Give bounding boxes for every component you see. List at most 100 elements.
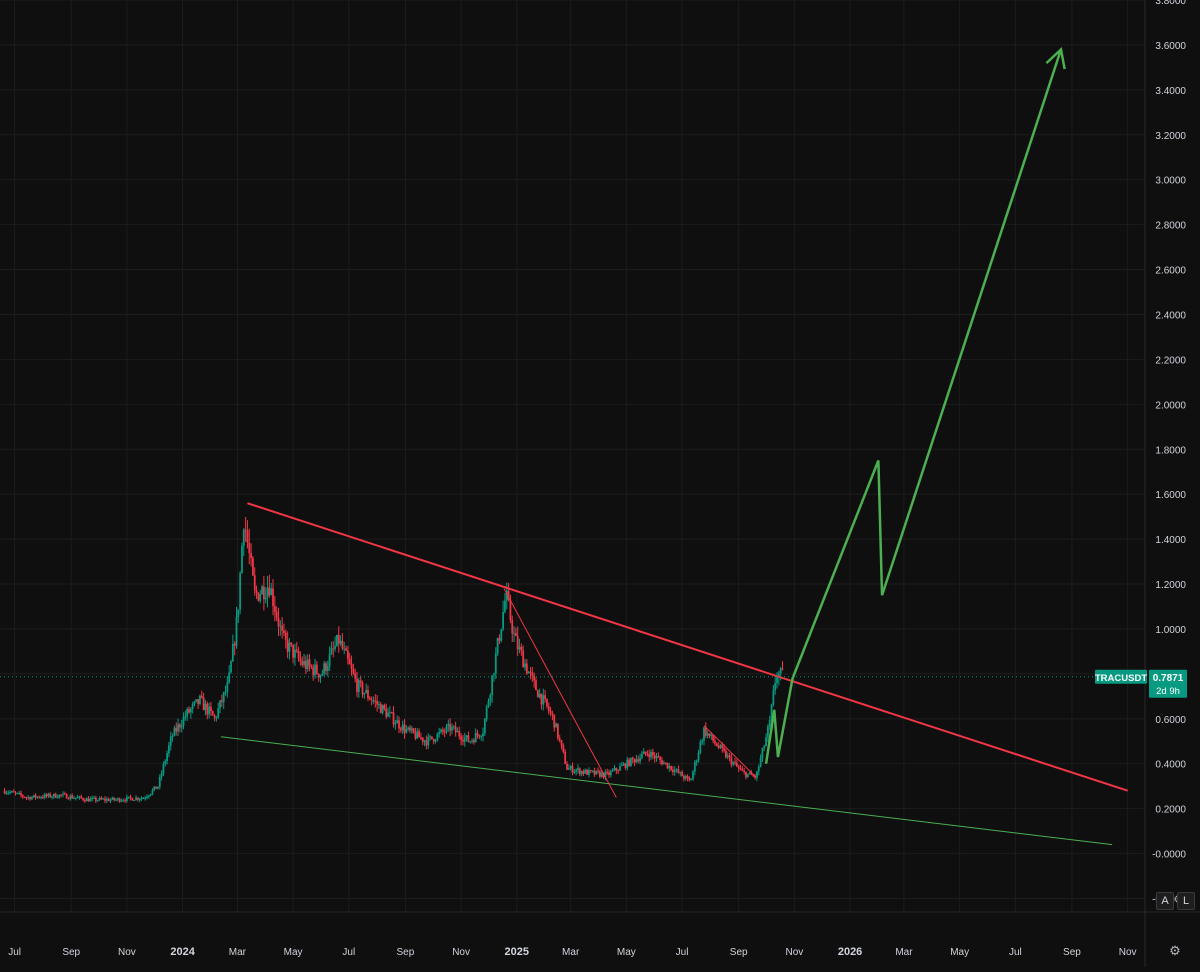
candle-body — [756, 771, 758, 778]
candle — [704, 722, 707, 739]
candle-body — [482, 733, 484, 737]
candle — [304, 655, 307, 675]
candle — [745, 771, 747, 780]
candle — [16, 792, 19, 795]
candle-body — [160, 773, 163, 777]
candle-body — [169, 736, 172, 746]
candle — [772, 684, 775, 707]
candle-body — [231, 643, 234, 662]
candle — [219, 699, 221, 714]
candle — [359, 675, 362, 688]
candle — [743, 767, 746, 775]
candle — [233, 641, 236, 656]
candle — [357, 677, 360, 698]
candle-body — [74, 797, 77, 799]
candle-body — [284, 632, 287, 640]
candle — [582, 769, 585, 776]
candle — [430, 736, 433, 740]
candle-body — [635, 759, 638, 763]
candle — [102, 797, 105, 800]
candle — [427, 733, 430, 750]
candle — [684, 774, 687, 781]
candle — [611, 768, 614, 772]
candle-body — [535, 680, 537, 691]
candle — [326, 660, 329, 677]
candle-body — [423, 740, 426, 742]
candle-body — [191, 704, 194, 709]
candle-body — [308, 659, 311, 666]
candle — [544, 689, 547, 703]
candle — [239, 571, 242, 614]
candle — [405, 725, 408, 734]
candle-body — [244, 529, 247, 531]
candle-body — [84, 800, 86, 802]
candle-body — [454, 726, 457, 733]
candle-body — [673, 769, 676, 773]
candle-body — [368, 698, 371, 700]
candle-body — [597, 770, 599, 772]
candle-body — [458, 730, 461, 737]
candle — [781, 661, 784, 671]
candle — [107, 797, 110, 802]
candle — [399, 726, 402, 733]
candle-body — [708, 733, 711, 736]
candle — [569, 765, 572, 771]
candle — [310, 664, 313, 670]
candle — [688, 776, 691, 782]
candle — [32, 794, 35, 799]
candle — [635, 754, 638, 764]
candle-body — [49, 793, 52, 798]
candle-body — [562, 745, 565, 752]
candle — [38, 795, 41, 799]
candle — [273, 595, 276, 622]
candle-body — [312, 667, 315, 676]
candle-body — [76, 797, 79, 799]
candle — [34, 793, 37, 801]
candle-body — [299, 658, 302, 661]
x-tick-label: Jul — [676, 947, 689, 958]
candle — [504, 592, 506, 614]
candle-body — [427, 737, 430, 746]
candle — [712, 734, 715, 744]
candle — [60, 794, 63, 798]
candle-body — [144, 797, 147, 799]
y-tick-label: 1.8000 — [1155, 445, 1186, 456]
candle — [734, 758, 736, 766]
candle-body — [525, 663, 528, 674]
candle-body — [213, 715, 216, 718]
candle — [462, 734, 464, 746]
settings-gear-icon[interactable]: ⚙ — [1169, 943, 1181, 958]
candle-body — [158, 776, 161, 787]
candle-body — [330, 648, 333, 654]
candle-body — [560, 740, 563, 746]
candle-body — [514, 633, 517, 637]
candle-body — [147, 795, 150, 797]
candle-body — [171, 735, 174, 737]
candle-body — [138, 799, 141, 801]
candle — [451, 723, 453, 735]
x-tick-label: Nov — [452, 947, 470, 958]
candle-body — [20, 792, 22, 796]
candle — [553, 714, 556, 732]
y-tick-label: 0.2000 — [1155, 805, 1186, 816]
log-scale-button[interactable]: L — [1177, 892, 1195, 910]
candle — [266, 575, 269, 608]
candle-body — [279, 625, 282, 627]
candle — [25, 796, 28, 801]
candle-body — [162, 764, 165, 774]
candle — [328, 646, 331, 671]
candle — [443, 728, 446, 738]
candle-body — [354, 673, 357, 679]
candle-body — [520, 646, 523, 651]
candle-body — [768, 720, 771, 727]
auto-scale-button[interactable]: A — [1156, 892, 1174, 910]
candle-body — [502, 611, 505, 630]
candle — [162, 761, 165, 776]
candle — [597, 767, 599, 774]
candle — [735, 759, 738, 768]
candle-body — [396, 720, 399, 724]
candle-body — [701, 740, 704, 743]
